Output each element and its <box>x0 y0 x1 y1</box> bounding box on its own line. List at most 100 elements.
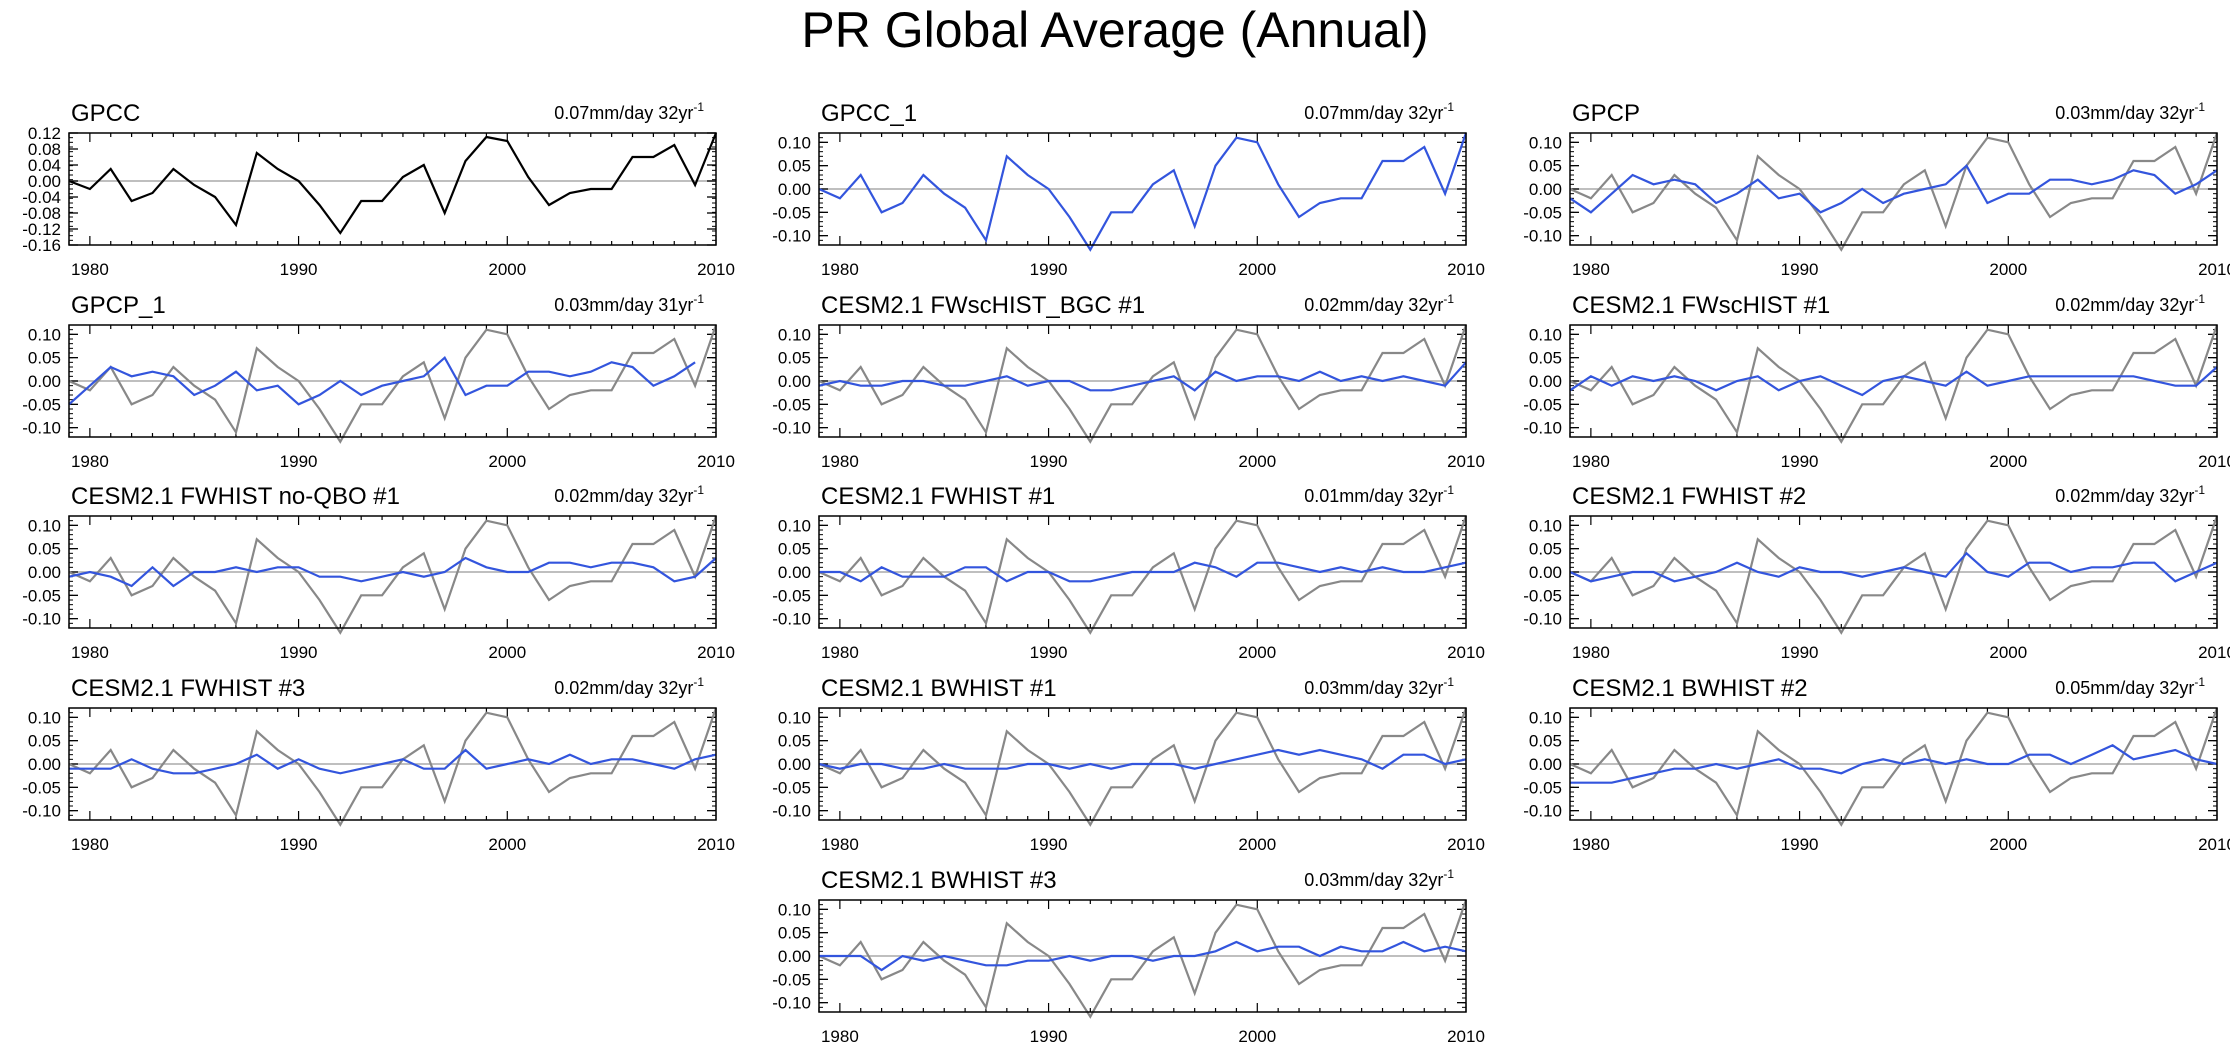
x-tick-label: 2010 <box>1447 835 1485 854</box>
panel-title: CESM2.1 FWHIST #3 <box>71 675 305 702</box>
y-tick-label: -0.05 <box>1523 395 1562 414</box>
x-tick-label: 1980 <box>821 643 859 662</box>
panel-cesm2-1-fwhist-3: CESM2.1 FWHIST #3 0.02mm/day 32yr-1 0.10 0.… <box>22 675 735 854</box>
x-tick-label: 2000 <box>1989 835 2027 854</box>
plot-frame <box>818 515 1467 629</box>
plot-frame <box>818 899 1467 1013</box>
page-title: PR Global Average (Annual) <box>801 2 1429 58</box>
y-tick-label: 0.00 <box>778 563 811 582</box>
y-tick-label: 0.12 <box>28 124 61 143</box>
panel-title: CESM2.1 FWHIST #1 <box>821 483 1055 510</box>
x-tick-label: 2000 <box>488 260 526 279</box>
y-tick-label: -0.10 <box>1523 227 1562 246</box>
panel-title: GPCP <box>1572 100 1640 127</box>
x-tick-label: 1980 <box>1572 643 1610 662</box>
y-tick-label: 0.10 <box>28 708 61 727</box>
y-tick-label: -0.05 <box>22 778 61 797</box>
y-tick-label: 0.05 <box>778 540 811 559</box>
y-tick-label: -0.10 <box>22 610 61 629</box>
y-tick-label: -0.04 <box>22 188 61 207</box>
y-tick-label: -0.05 <box>772 586 811 605</box>
y-tick-label: 0.05 <box>1529 349 1562 368</box>
series-line <box>1569 551 2218 583</box>
series-line <box>818 748 1467 770</box>
x-tick-label: 2000 <box>488 643 526 662</box>
panel-trend: 0.03mm/day 31yr-1 <box>554 292 704 315</box>
panel-title: CESM2.1 FWscHIST #1 <box>1572 292 1830 319</box>
x-tick-label: 2010 <box>1447 260 1485 279</box>
panel-cesm2-1-fwschist-1: CESM2.1 FWscHIST #1 0.02mm/day 32yr-1 0.10… <box>1523 292 2230 471</box>
panel-title: CESM2.1 FWHIST no-QBO #1 <box>71 483 400 510</box>
x-tick-label: 1990 <box>1030 1027 1068 1046</box>
panel-trend-exponent: -1 <box>2194 675 2205 689</box>
y-tick-label: -0.05 <box>772 203 811 222</box>
y-tick-label: -0.10 <box>22 419 61 438</box>
panel-gpcc: GPCC 0.07mm/day 32yr-10.120.080.040.00-0.… <box>22 100 735 279</box>
y-tick-label: -0.05 <box>772 970 811 989</box>
series-line <box>68 556 717 588</box>
reference-series-line <box>68 515 718 635</box>
y-tick-label: 0.05 <box>28 732 61 751</box>
plot-frame <box>1569 707 2218 821</box>
y-tick-label: 0.10 <box>1529 516 1562 535</box>
reference-series-line <box>1569 324 2219 444</box>
series-line <box>69 748 717 775</box>
x-tick-label: 2010 <box>2198 643 2230 662</box>
x-tick-label: 1990 <box>1030 835 1068 854</box>
panel-trend: 0.03mm/day 32yr-1 <box>1304 675 1454 698</box>
y-tick-label: 0.10 <box>778 708 811 727</box>
plot-frame <box>1569 132 2218 246</box>
y-tick-label: 0.05 <box>28 349 61 368</box>
panel-title: CESM2.1 BWHIST #1 <box>821 675 1057 702</box>
panel-trend: 0.02mm/day 32yr-1 <box>554 483 704 506</box>
y-tick-label: 0.05 <box>778 157 811 176</box>
x-tick-label: 1990 <box>280 835 318 854</box>
y-tick-label: 0.05 <box>1529 157 1562 176</box>
y-tick-label: 0.00 <box>778 180 811 199</box>
panel-trend-exponent: -1 <box>2194 100 2205 114</box>
y-tick-label: -0.12 <box>22 220 61 239</box>
y-tick-label: -0.10 <box>22 802 61 821</box>
plot-frame <box>68 515 717 629</box>
x-tick-label: 1980 <box>71 452 109 471</box>
panel-gpcp: GPCP 0.03mm/day 32yr-1 0.10 0.05 0.00 -0.05 -0… <box>1523 100 2230 279</box>
y-tick-label: -0.05 <box>772 778 811 797</box>
x-tick-label: 1990 <box>1030 643 1068 662</box>
panel-trend: 0.05mm/day 32yr-1 <box>2055 675 2205 698</box>
y-tick-label: 0.05 <box>1529 540 1562 559</box>
x-tick-label: 1990 <box>280 260 318 279</box>
y-tick-label: 0.04 <box>28 156 61 175</box>
x-tick-label: 2010 <box>1447 452 1485 471</box>
panel-trend: 0.02mm/day 32yr-1 <box>2055 292 2205 315</box>
plot-frame <box>818 707 1467 821</box>
panel-title: GPCC <box>71 100 140 127</box>
y-tick-label: -0.05 <box>772 395 811 414</box>
y-tick-label: 0.05 <box>778 349 811 368</box>
x-tick-label: 2010 <box>697 452 735 471</box>
panel-gpcc-1: GPCC_1 0.07mm/day 32yr-1 0.10 0.05 0.00 -0.05… <box>772 100 1485 279</box>
panel-trend: 0.07mm/day 32yr-1 <box>554 100 704 123</box>
y-tick-label: -0.10 <box>772 802 811 821</box>
reference-series-line <box>818 515 1468 635</box>
x-tick-label: 1980 <box>71 260 109 279</box>
panel-trend-exponent: -1 <box>2194 292 2205 306</box>
panel-trend-exponent: -1 <box>2194 483 2205 497</box>
panel-cesm2-1-bwhist-2: CESM2.1 BWHIST #2 0.05mm/day 32yr-1 0.10 0.… <box>1523 675 2230 854</box>
x-tick-label: 1990 <box>1030 452 1068 471</box>
panel-trend-exponent: -1 <box>1443 675 1454 689</box>
x-tick-label: 1980 <box>821 260 859 279</box>
y-tick-label: 0.10 <box>778 133 811 152</box>
x-tick-label: 2000 <box>1238 643 1276 662</box>
panel-trend: 0.03mm/day 32yr-1 <box>2055 100 2205 123</box>
y-tick-label: 0.00 <box>1529 755 1562 774</box>
x-tick-label: 1980 <box>71 643 109 662</box>
x-tick-label: 1980 <box>1572 452 1610 471</box>
series-line <box>1569 366 2218 397</box>
y-tick-label: 0.00 <box>1529 372 1562 391</box>
y-tick-label: -0.05 <box>22 395 61 414</box>
panel-trend: 0.03mm/day 32yr-1 <box>1304 867 1454 890</box>
plot-frame <box>68 132 717 246</box>
y-tick-label: -0.10 <box>772 419 811 438</box>
panel-trend: 0.02mm/day 32yr-1 <box>2055 483 2205 506</box>
